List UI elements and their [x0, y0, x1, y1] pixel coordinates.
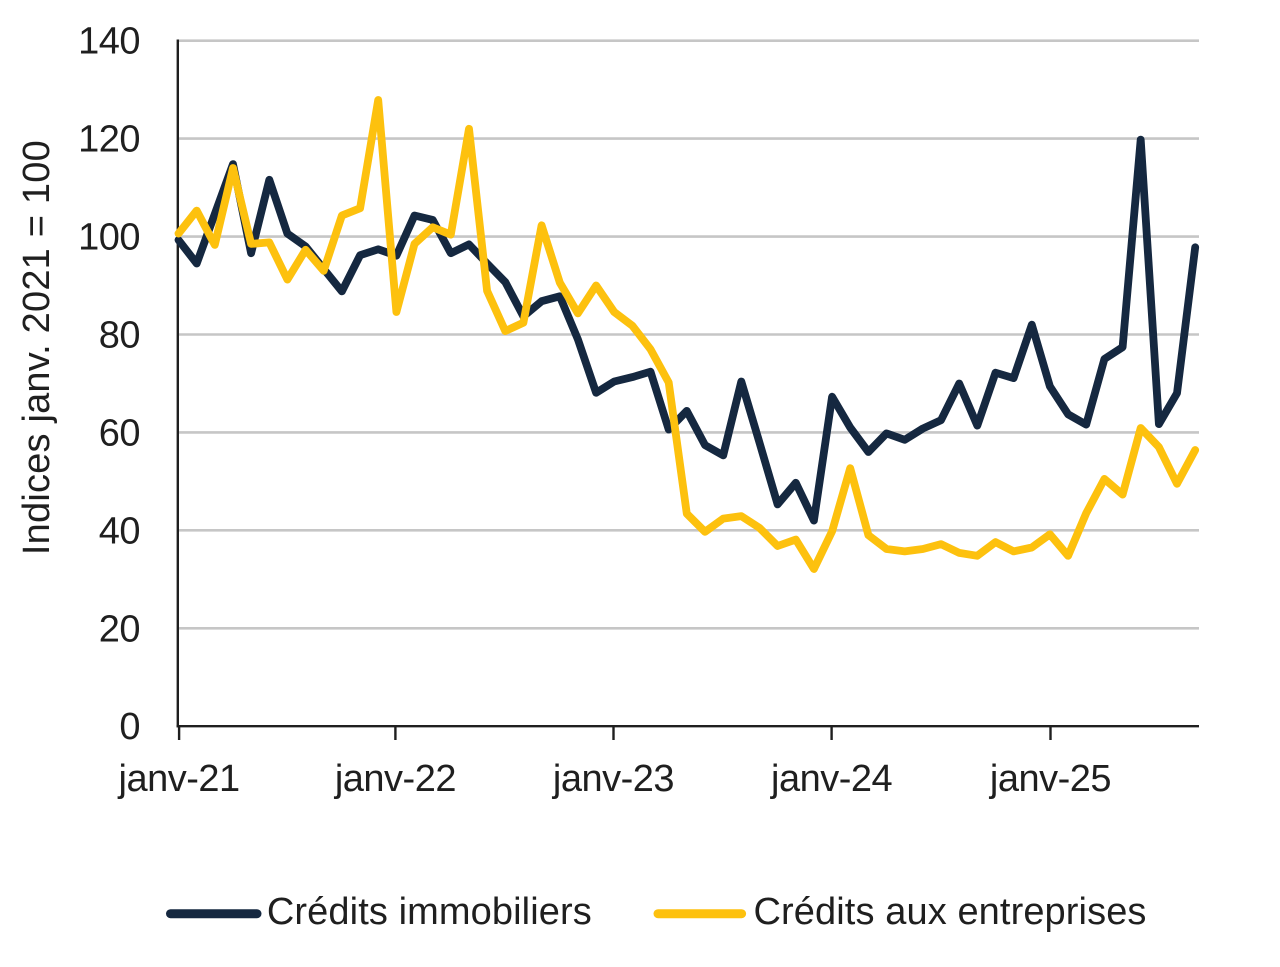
svg-text:janv-23: janv-23	[552, 758, 674, 800]
svg-text:80: 80	[99, 315, 140, 357]
svg-text:40: 40	[99, 510, 140, 552]
svg-text:60: 60	[99, 412, 140, 454]
svg-text:janv-22: janv-22	[334, 758, 456, 800]
svg-text:0: 0	[119, 706, 140, 748]
svg-text:Indices janv. 2021 = 100: Indices janv. 2021 = 100	[16, 140, 58, 555]
svg-text:140: 140	[78, 21, 140, 63]
svg-text:Crédits aux entreprises: Crédits aux entreprises	[754, 891, 1147, 933]
svg-text:janv-25: janv-25	[989, 758, 1111, 800]
svg-text:20: 20	[99, 608, 140, 650]
svg-text:janv-24: janv-24	[770, 758, 892, 800]
svg-text:janv-21: janv-21	[118, 758, 240, 800]
svg-text:100: 100	[78, 217, 140, 259]
svg-text:120: 120	[78, 119, 140, 161]
svg-text:Crédits immobiliers: Crédits immobiliers	[267, 891, 592, 933]
